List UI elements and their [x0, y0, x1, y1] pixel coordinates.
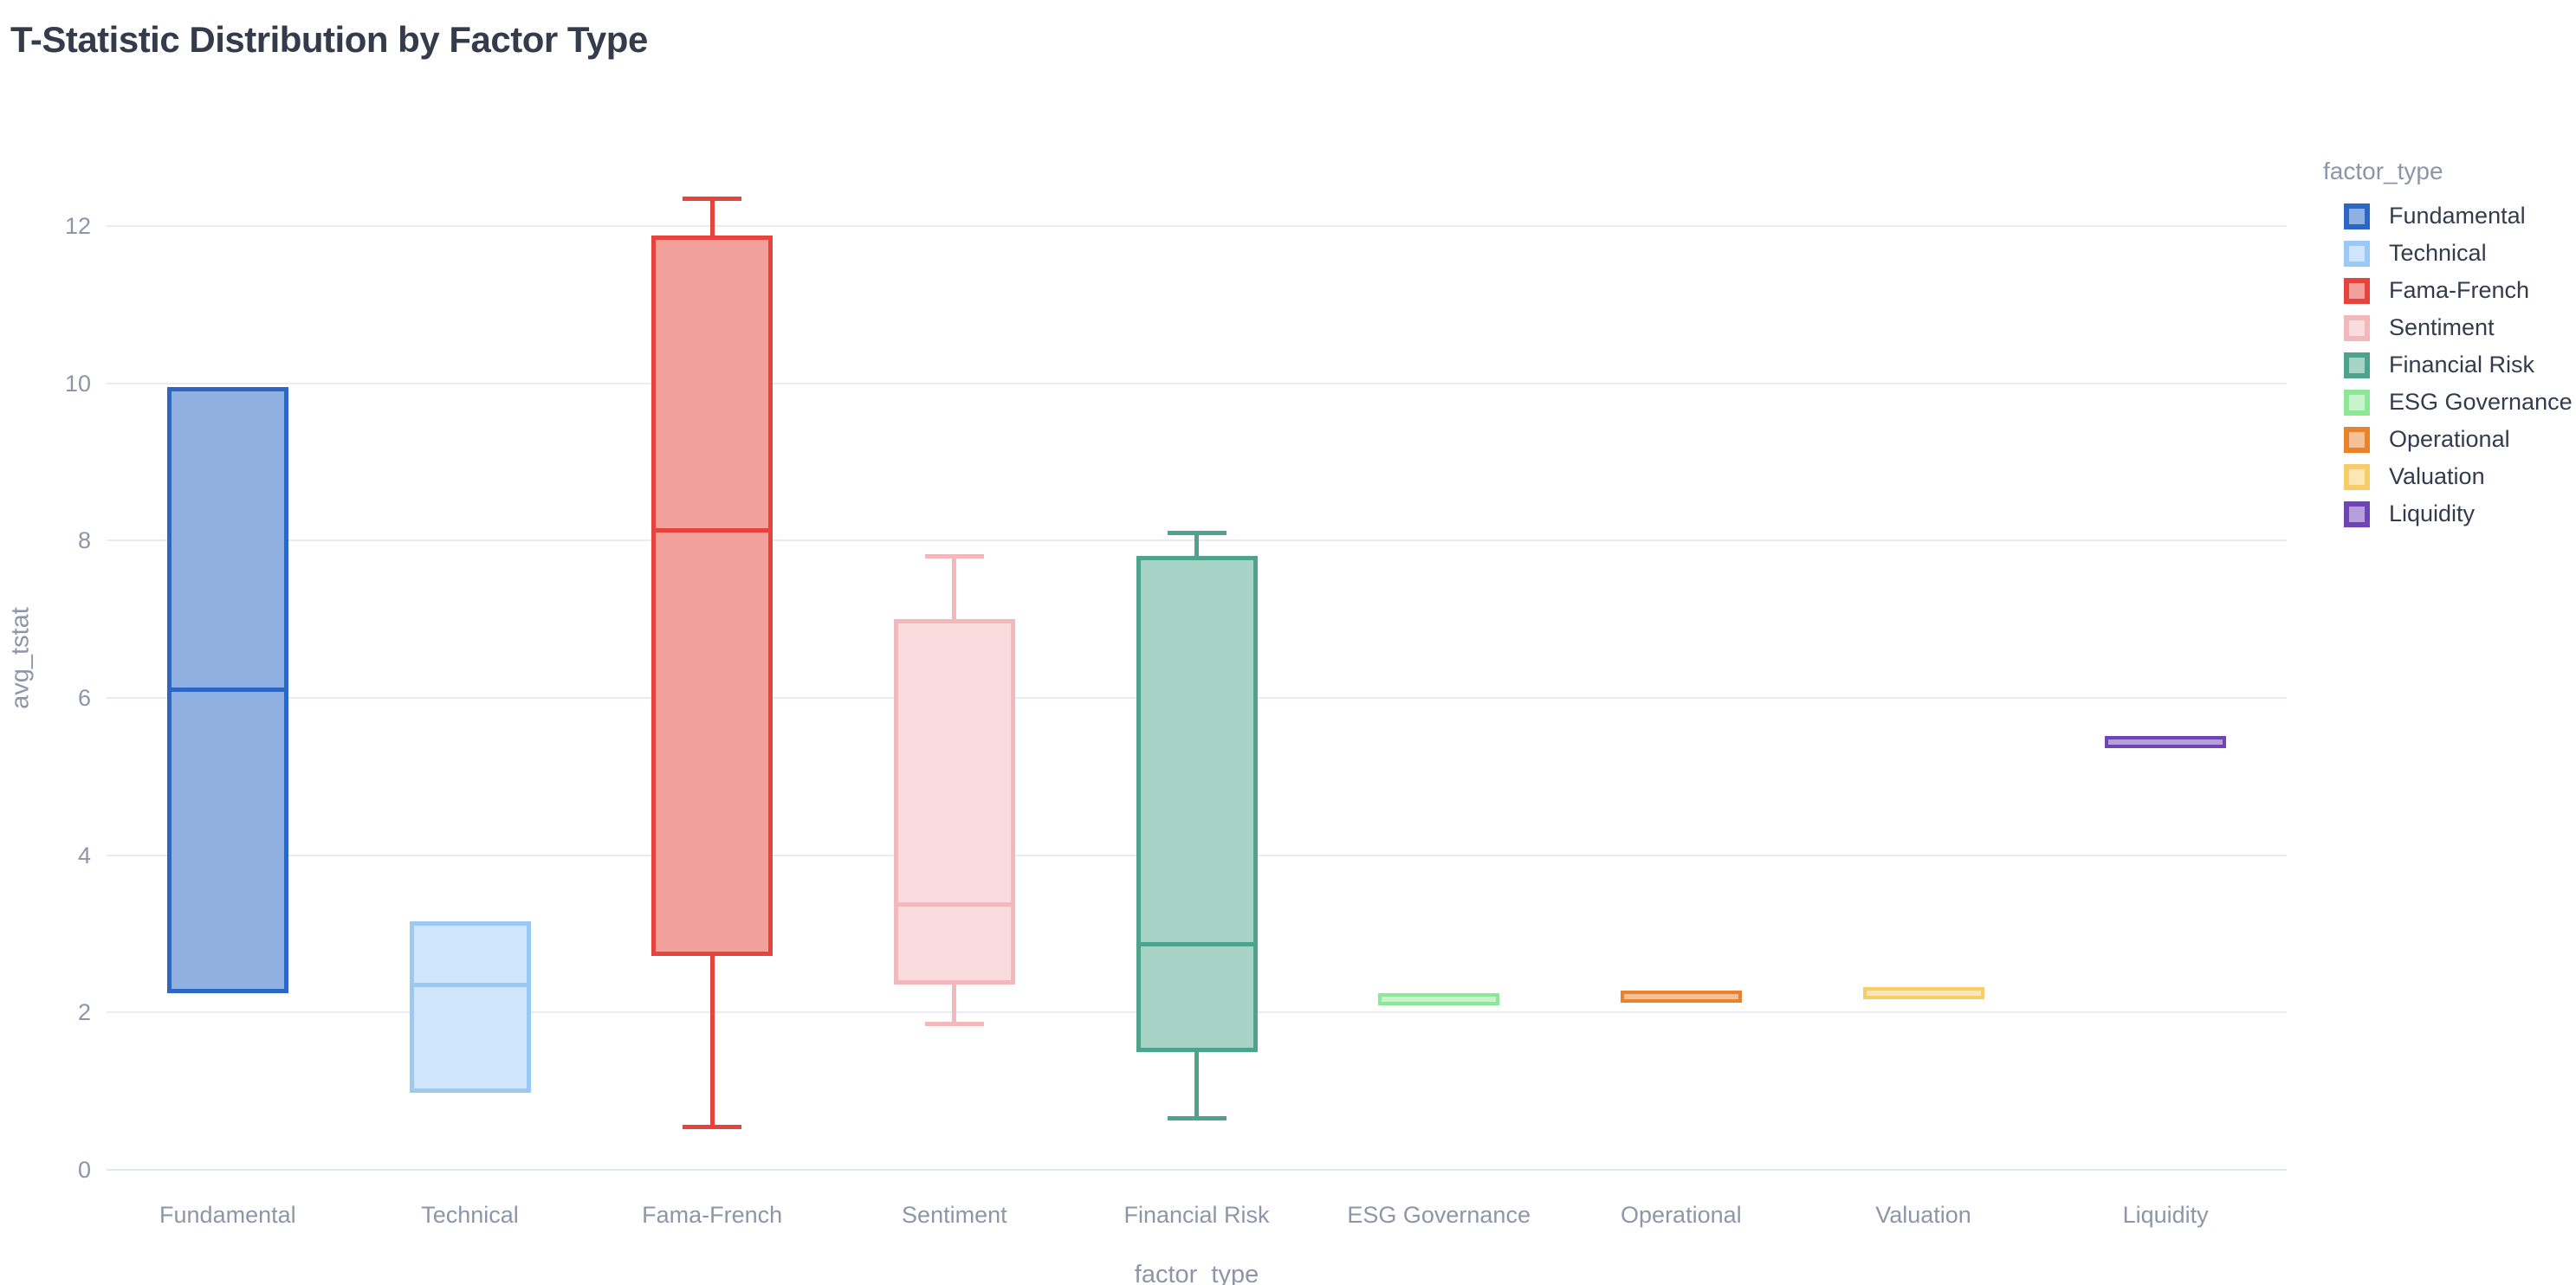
- x-tick-label-operational: Operational: [1621, 1202, 1742, 1228]
- high-whisker-cap: [1167, 530, 1227, 535]
- chart-title: T-Statistic Distribution by Factor Type: [10, 19, 648, 60]
- legend-swatch-icon: [2344, 314, 2370, 341]
- iqr-box: [893, 619, 1015, 985]
- y-tick-label-2: 2: [77, 999, 91, 1026]
- low-whisker-line: [709, 955, 715, 1127]
- legend-swatch-icon: [2344, 352, 2370, 378]
- flat-box-glyph: [1620, 991, 1742, 1004]
- legend-item-label: Valuation: [2389, 463, 2485, 489]
- high-whisker-line: [952, 556, 957, 620]
- high-whisker-cap: [683, 197, 742, 202]
- legend-item-liquidity[interactable]: Liquidity: [2323, 495, 2573, 533]
- x-axis-line: [107, 1169, 2287, 1171]
- high-whisker-cap: [924, 553, 984, 559]
- legend-item-label: Fama-French: [2389, 277, 2530, 303]
- x-tick-label-fundamental: Fundamental: [159, 1202, 296, 1228]
- y-tick-label-4: 4: [77, 842, 91, 869]
- flat-box-glyph: [2105, 735, 2227, 748]
- low-whisker-cap: [924, 1022, 984, 1027]
- legend-swatch-icon: [2344, 426, 2370, 453]
- legend-item-fama-french[interactable]: Fama-French: [2323, 272, 2573, 309]
- y-tick-label-6: 6: [77, 684, 91, 711]
- legend-swatch-icon: [2344, 463, 2370, 490]
- gridline-y12: [107, 224, 2287, 227]
- legend-item-label: Liquidity: [2389, 500, 2476, 526]
- median-line: [893, 902, 1015, 907]
- legend-item-label: Financial Risk: [2389, 352, 2535, 378]
- legend-item-label: Technical: [2389, 240, 2487, 266]
- legend-item-esg-governance[interactable]: ESG Governance: [2323, 384, 2573, 421]
- legend-item-operational[interactable]: Operational: [2323, 421, 2573, 458]
- legend-item-sentiment[interactable]: Sentiment: [2323, 309, 2573, 346]
- y-tick-label-8: 8: [77, 527, 91, 554]
- x-tick-label-valuation: Valuation: [1875, 1202, 1971, 1228]
- high-whisker-line: [1194, 533, 1199, 557]
- legend-item-label: Fundamental: [2389, 203, 2526, 229]
- iqr-box: [651, 235, 773, 956]
- low-whisker-line: [1194, 1051, 1199, 1119]
- low-whisker-line: [952, 984, 957, 1024]
- y-tick-label-10: 10: [64, 370, 91, 397]
- x-tick-label-fama-french: Fama-French: [642, 1202, 783, 1228]
- legend-item-label: ESG Governance: [2389, 389, 2573, 415]
- high-whisker-line: [709, 198, 715, 236]
- legend-title: factor_type: [2323, 158, 2443, 184]
- x-tick-label-sentiment: Sentiment: [902, 1202, 1007, 1228]
- legend-item-valuation[interactable]: Valuation: [2323, 458, 2573, 495]
- legend-item-label: Sentiment: [2389, 314, 2495, 340]
- median-line: [651, 527, 773, 533]
- legend-item-label: Operational: [2389, 426, 2510, 452]
- x-axis-title: factor_type: [1134, 1261, 1259, 1285]
- median-line: [166, 688, 288, 693]
- iqr-box: [409, 920, 531, 1093]
- x-tick-label-financial-risk: Financial Risk: [1123, 1202, 1270, 1228]
- iqr-box: [1136, 556, 1258, 1052]
- legend: factor_type Fundamental Technical Fama-Fre…: [2323, 158, 2573, 533]
- median-line: [1136, 941, 1258, 946]
- legend-swatch-icon: [2344, 389, 2370, 416]
- legend-swatch-icon: [2344, 277, 2370, 304]
- y-tick-label-0: 0: [77, 1157, 91, 1183]
- legend-swatch-icon: [2344, 203, 2370, 229]
- flat-box-glyph: [1378, 992, 1500, 1005]
- x-tick-label-technical: Technical: [421, 1202, 519, 1228]
- median-line: [409, 983, 531, 987]
- x-tick-label-esg-governance: ESG Governance: [1347, 1202, 1531, 1228]
- y-tick-label-12: 12: [64, 212, 91, 239]
- legend-item-financial-risk[interactable]: Financial Risk: [2323, 346, 2573, 384]
- legend-item-fundamental[interactable]: Fundamental: [2323, 197, 2573, 235]
- x-tick-label-liquidity: Liquidity: [2122, 1202, 2209, 1228]
- legend-swatch-icon: [2344, 500, 2370, 527]
- plot-area[interactable]: Fundamental Technical Fama-French Sentiment…: [107, 147, 2287, 1285]
- low-whisker-cap: [683, 1124, 742, 1129]
- legend-swatch-icon: [2344, 240, 2370, 267]
- flat-box-glyph: [1862, 986, 1984, 999]
- gridline-y10: [107, 382, 2287, 384]
- low-whisker-cap: [1167, 1116, 1227, 1121]
- legend-items: Fundamental Technical Fama-French Sentiment…: [2323, 197, 2573, 533]
- legend-item-technical[interactable]: Technical: [2323, 235, 2573, 272]
